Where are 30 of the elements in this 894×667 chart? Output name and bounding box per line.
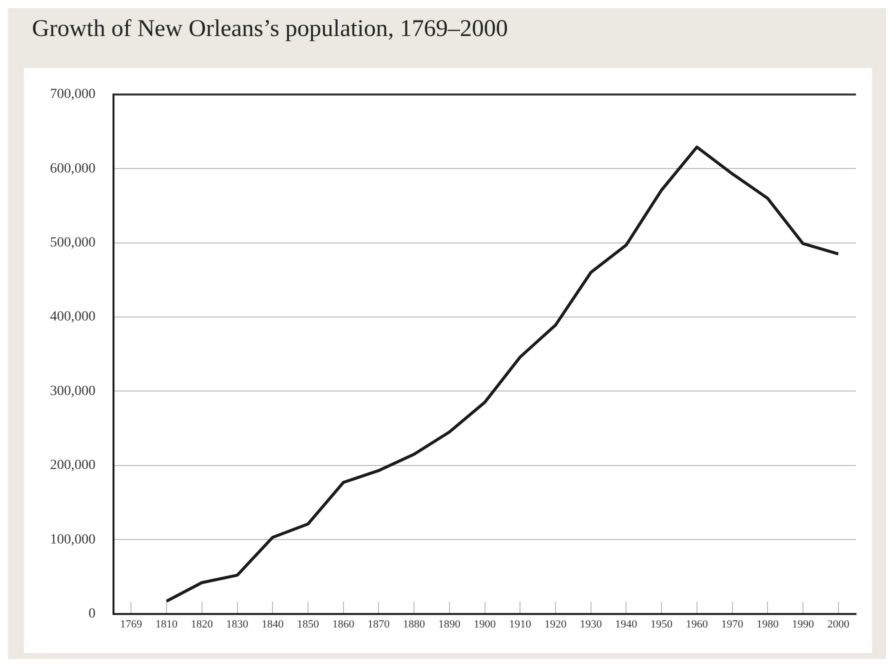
x-tick-label: 1950 [650,618,674,630]
x-tick-label: 1820 [190,618,214,630]
y-tick-label: 0 [88,606,96,622]
x-tick-label: 2000 [827,618,850,630]
y-tick-label: 500,000 [50,235,96,250]
y-tick-label: 700,000 [50,87,96,102]
x-tick-label: 1860 [332,618,355,630]
x-tick-label: 1830 [226,618,249,630]
x-tick-label: 1920 [544,618,567,630]
x-tick-label: 1970 [721,618,744,630]
x-tick-label: 1940 [615,618,638,630]
y-tick-label: 100,000 [50,532,96,548]
x-tick-label: 1910 [509,618,532,630]
chart-title: Growth of New Orleans’s population, 1769–2000 [32,16,508,43]
x-tick-label: 1990 [792,618,814,630]
x-tick-label: 1840 [262,618,284,630]
y-tick-label: 300,000 [50,384,96,399]
x-tick-label: 1900 [474,618,496,630]
x-tick-label: 1769 [120,618,143,630]
x-tick-label: 1880 [403,618,426,630]
x-tick-label: 1980 [756,618,780,630]
x-tick-label: 1890 [438,618,461,630]
x-tick-label: 1960 [686,618,708,630]
y-tick-label: 200,000 [50,458,96,474]
y-tick-label: 400,000 [50,310,96,325]
y-tick-label: 600,000 [50,161,96,176]
x-tick-label: 1930 [580,618,602,630]
x-tick-label: 1810 [156,618,178,630]
x-tick-label: 1870 [368,618,390,630]
x-tick-label: 1850 [296,618,320,630]
